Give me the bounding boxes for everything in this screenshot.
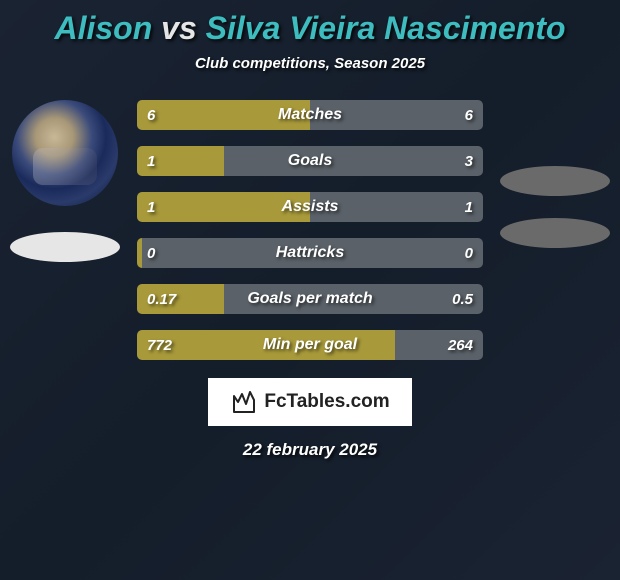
stat-label: Matches: [137, 100, 483, 130]
page-title: Alison vs Silva Vieira Nascimento: [54, 10, 565, 47]
player2-club-badge-1: [500, 166, 610, 196]
title-player2: Silva Vieira Nascimento: [206, 10, 566, 46]
date-label: 22 february 2025: [243, 440, 377, 460]
player2-club-badge-2: [500, 218, 610, 248]
player1-club-badge: [10, 232, 120, 262]
right-player-column: [495, 100, 615, 248]
stat-label: Hattricks: [137, 238, 483, 268]
logo-text: FcTables.com: [264, 391, 389, 413]
title-vs: vs: [161, 10, 197, 46]
stat-label: Min per goal: [137, 330, 483, 360]
stat-label: Assists: [137, 192, 483, 222]
logo-icon: [230, 388, 258, 416]
stat-row: 0.170.5Goals per match: [137, 284, 483, 314]
left-player-column: [5, 100, 125, 262]
stat-label: Goals per match: [137, 284, 483, 314]
player1-avatar-image: [12, 100, 118, 206]
stat-row: 66Matches: [137, 100, 483, 130]
fctables-logo[interactable]: FcTables.com: [208, 378, 412, 426]
stat-row: 00Hattricks: [137, 238, 483, 268]
infographic-root: Alison vs Silva Vieira Nascimento Club c…: [0, 0, 620, 580]
player1-avatar: [12, 100, 118, 206]
stat-row: 772264Min per goal: [137, 330, 483, 360]
stat-row: 13Goals: [137, 146, 483, 176]
main-layout: 66Matches 13Goals 11Assists 00Hattricks 0.17…: [0, 100, 620, 360]
title-player1: Alison: [54, 10, 152, 46]
stats-bars: 66Matches 13Goals 11Assists 00Hattricks 0.17…: [137, 100, 483, 360]
subtitle: Club competitions, Season 2025: [195, 55, 425, 72]
stat-row: 11Assists: [137, 192, 483, 222]
stat-label: Goals: [137, 146, 483, 176]
